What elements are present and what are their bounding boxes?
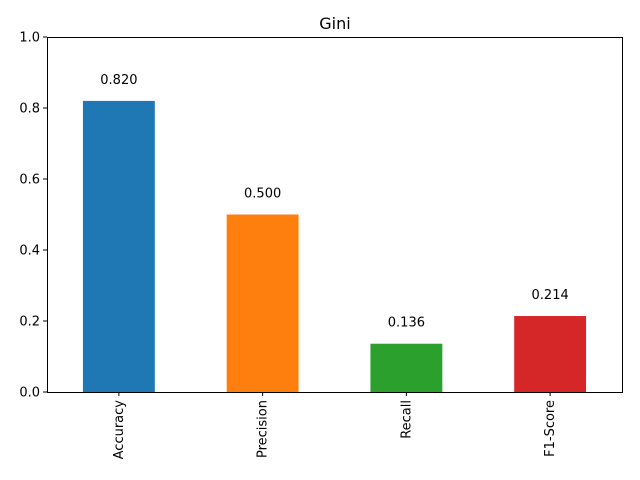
y-tick-label: 0.0 — [19, 386, 40, 401]
bar-recall — [370, 343, 443, 392]
x-tick-label-recall: Recall — [399, 400, 414, 439]
data-label-precision: 0.500 — [244, 187, 281, 202]
y-axis: 0.0 0.2 0.4 0.6 0.8 1.0 — [19, 31, 47, 401]
data-labels-group: 0.820 0.500 0.136 0.214 — [100, 73, 568, 331]
y-tick-label: 0.6 — [19, 173, 40, 188]
y-tick-label: 0.2 — [19, 315, 40, 330]
plot-frame — [47, 37, 623, 393]
bar-precision — [226, 214, 299, 392]
x-tick-label-f1-score: F1-Score — [543, 400, 558, 457]
y-tick-label: 0.4 — [19, 244, 40, 259]
bar-accuracy — [82, 100, 155, 393]
x-tick-label-precision: Precision — [256, 400, 271, 458]
data-label-f1-score: 0.214 — [532, 288, 569, 303]
bar-f1-score — [514, 316, 587, 392]
x-axis: Accuracy Precision Recall F1-Score — [112, 392, 558, 459]
x-tick-label-accuracy: Accuracy — [112, 400, 127, 460]
chart-title: Gini — [319, 14, 350, 33]
data-label-accuracy: 0.820 — [100, 73, 137, 88]
data-label-recall: 0.136 — [388, 316, 425, 331]
bars-group — [82, 100, 587, 393]
y-tick-label: 0.8 — [19, 102, 40, 117]
y-tick-label: 1.0 — [19, 31, 40, 46]
